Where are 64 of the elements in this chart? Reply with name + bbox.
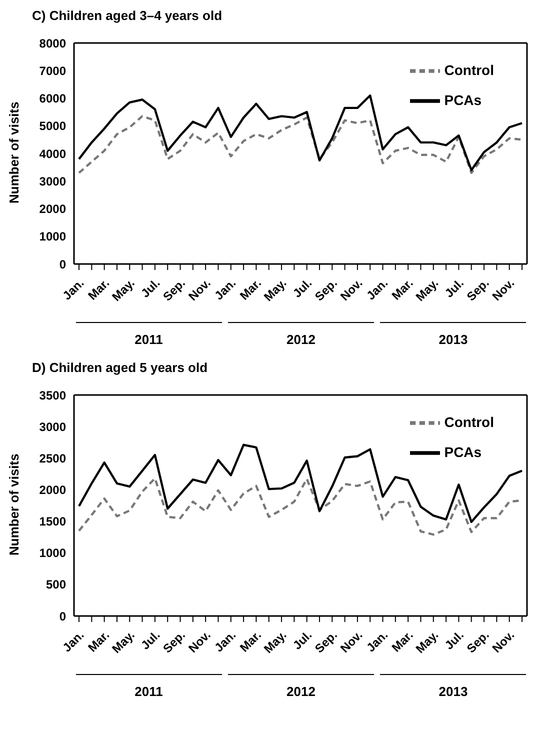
x-tick-label: Jan.: [364, 628, 391, 655]
text: 2012: [286, 332, 316, 347]
y-tick-label: 2500: [39, 451, 66, 466]
chart-title: C) Children aged 3–4 years old: [31, 8, 224, 25]
y-tick-label: 7000: [39, 64, 66, 78]
y-tick-label: 1000: [39, 230, 66, 244]
x-tick-label: Jan.: [364, 276, 391, 303]
text: 2013: [438, 684, 469, 699]
x-tick-label: Mar.: [388, 628, 416, 655]
x-tick-label: Sep.: [160, 628, 188, 656]
y-tick-label: 0: [59, 257, 66, 272]
y-axis-title: Number of visits: [6, 454, 22, 556]
y-tick-label: 3000: [39, 174, 66, 188]
y-tick-label: 5000: [39, 119, 66, 134]
x-tick-label: Nov.: [186, 276, 214, 304]
x-tick-label: Jan.: [60, 276, 87, 303]
x-tick-label: Nov.: [338, 276, 366, 304]
y-tick-label: 6000: [39, 92, 66, 106]
text: 2013: [438, 332, 469, 347]
x-tick-label: Nov.: [489, 276, 518, 304]
y-tick-label: 3500: [39, 388, 66, 402]
x-tick-label: Nov.: [338, 628, 366, 656]
x-tick-label: Jul.: [290, 276, 315, 300]
y-tick-label: 2000: [39, 482, 66, 497]
x-tick-label: Sep.: [312, 276, 340, 304]
x-tick-label: Mar.: [388, 276, 416, 303]
y-tick-label: 0: [59, 609, 66, 624]
x-tick-label: Sep.: [312, 628, 340, 656]
y-tick-label: 2000: [39, 202, 66, 216]
x-tick-label: Nov.: [489, 628, 518, 656]
legend-label: PCAs: [444, 92, 482, 108]
y-tick-label: 3000: [39, 420, 66, 434]
y-tick-label: 1500: [39, 514, 66, 529]
line-series: [78, 444, 524, 524]
x-tick-label: Jan.: [60, 628, 87, 655]
text: 2011: [134, 684, 164, 699]
x-tick-label: Nov.: [186, 628, 214, 656]
x-tick-label: Jul.: [138, 628, 163, 652]
chart-title: D) Children aged 5 years old: [31, 360, 209, 377]
x-tick-label: Mar.: [237, 276, 264, 303]
x-tick-label: Jul.: [138, 276, 163, 300]
legend-label: Control: [444, 414, 494, 430]
x-tick-label: Sep.: [464, 276, 492, 304]
x-tick-label: Sep.: [160, 276, 188, 304]
y-tick-label: 500: [46, 578, 66, 592]
legend-label: Control: [444, 62, 494, 78]
y-tick-label: 1000: [39, 546, 66, 560]
line-series: [78, 115, 524, 174]
x-tick-label: Jul.: [290, 628, 315, 652]
text: 2012: [286, 684, 316, 699]
legend-label: PCAs: [444, 444, 482, 460]
text: 2011: [134, 332, 164, 347]
x-tick-label: Mar.: [237, 628, 264, 655]
y-tick-label: 4000: [39, 146, 66, 161]
x-tick-label: Jul.: [442, 276, 466, 300]
x-tick-label: Jan.: [212, 276, 239, 303]
y-axis-title: Number of visits: [6, 102, 22, 204]
x-tick-label: Mar.: [85, 276, 112, 303]
x-tick-label: Jul.: [442, 628, 466, 652]
x-tick-label: Sep.: [464, 628, 492, 656]
y-tick-label: 8000: [39, 36, 66, 50]
x-tick-label: Mar.: [85, 628, 112, 655]
line-series: [78, 94, 524, 172]
x-tick-label: Jan.: [212, 628, 239, 655]
